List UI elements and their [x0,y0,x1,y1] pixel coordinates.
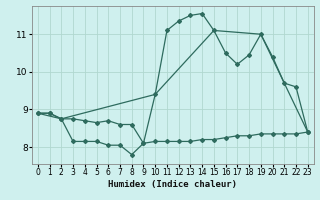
X-axis label: Humidex (Indice chaleur): Humidex (Indice chaleur) [108,180,237,189]
